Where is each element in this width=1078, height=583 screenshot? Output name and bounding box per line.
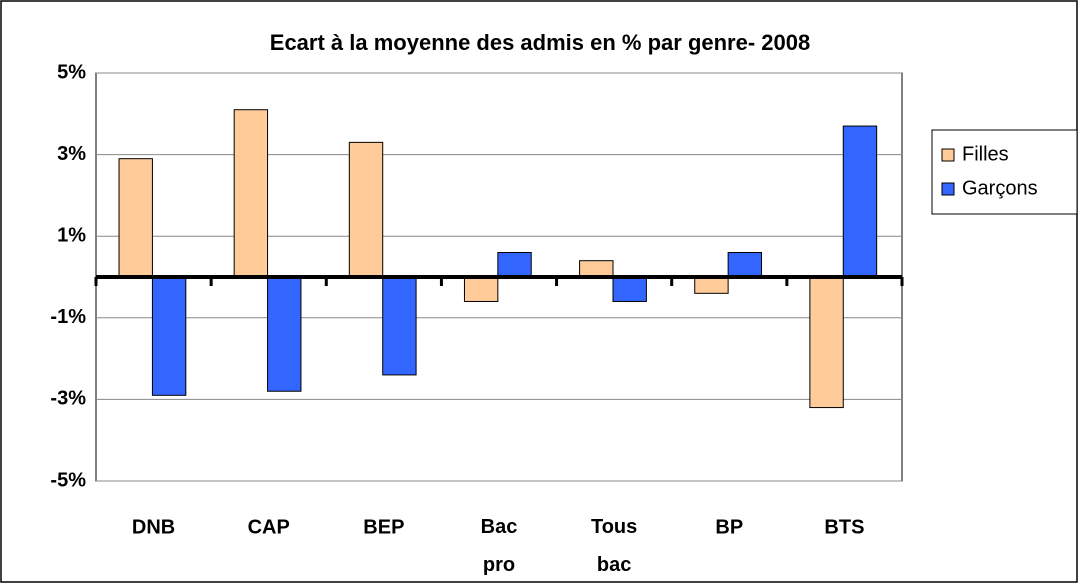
y-tick-label: 1%: [57, 224, 86, 246]
legend-label: Garçons: [962, 177, 1038, 199]
y-tick-label: -5%: [50, 469, 86, 491]
bar: [382, 276, 417, 376]
bar: [463, 276, 499, 302]
bar: [694, 276, 729, 294]
chart-title: Ecart à la moyenne des admis en % par ge…: [270, 30, 810, 55]
x-tick-label: DNB: [132, 516, 175, 538]
legend-swatch: [941, 182, 955, 196]
bar: [348, 141, 384, 278]
y-tick-label: 3%: [57, 143, 86, 165]
bar: [497, 252, 532, 278]
bar: [809, 276, 844, 409]
bar: [727, 252, 763, 278]
bar: [151, 276, 187, 396]
x-tick-label: Tous bac: [591, 516, 637, 576]
legend-label: Filles: [962, 143, 1009, 165]
x-tick-label: Bac pro: [481, 516, 518, 576]
x-tick-label: BTS: [824, 516, 864, 538]
legend-box: [931, 129, 1078, 215]
bar: [579, 260, 614, 278]
bar: [118, 158, 153, 278]
bar: [267, 276, 302, 392]
bar: [612, 276, 647, 302]
bar: [842, 125, 878, 278]
bar: [233, 109, 269, 278]
y-tick-label: -3%: [50, 388, 86, 410]
x-tick-label: BP: [715, 516, 743, 538]
legend-swatch: [941, 148, 955, 162]
x-tick-label: BEP: [363, 516, 404, 538]
y-tick-label: 5%: [57, 61, 86, 83]
x-tick-label: CAP: [248, 516, 290, 538]
y-tick-label: -1%: [50, 306, 86, 328]
